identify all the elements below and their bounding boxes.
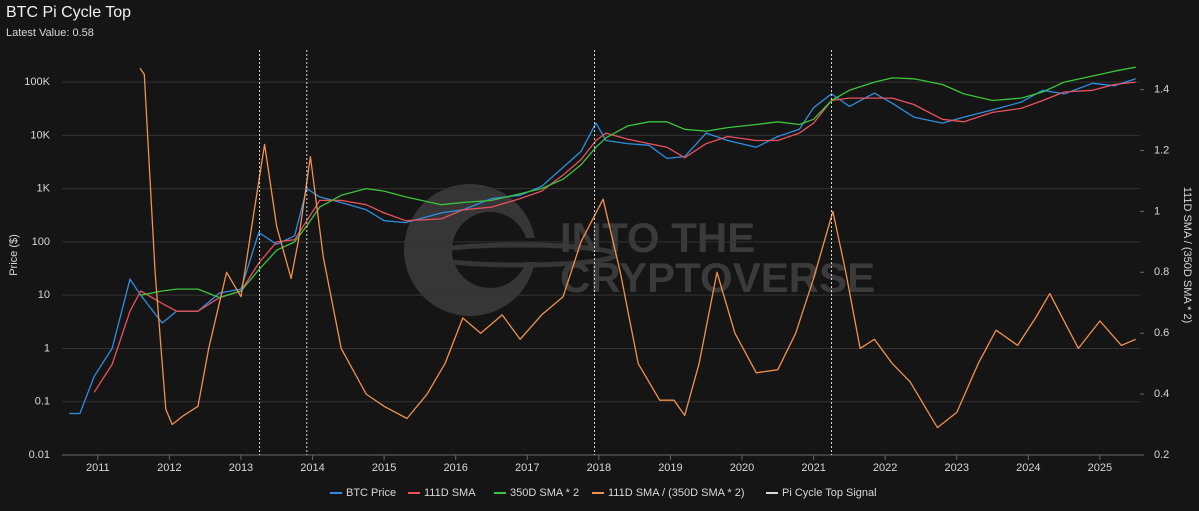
x-tick-label: 2012 xyxy=(157,462,181,474)
y-tick-label: 0.01 xyxy=(29,449,50,461)
legend-label: Pi Cycle Top Signal xyxy=(782,487,877,499)
y2-axis-label: 111D SMA / (350D SMA * 2) xyxy=(1181,187,1193,324)
y2-tick-label: 1.2 xyxy=(1154,144,1169,156)
watermark-text: INTO THE xyxy=(560,214,755,261)
x-tick-label: 2015 xyxy=(372,462,396,474)
x-tick-label: 2013 xyxy=(229,462,253,474)
y2-tick-label: 1 xyxy=(1154,205,1160,217)
legend-label: 111D SMA / (350D SMA * 2) xyxy=(608,487,745,499)
y2-tick-label: 0.2 xyxy=(1154,449,1169,461)
x-tick-label: 2017 xyxy=(515,462,539,474)
legend-item[interactable]: BTC Price xyxy=(330,487,396,499)
y-tick-label: 1 xyxy=(44,342,50,354)
y2-tick-label: 0.4 xyxy=(1154,388,1169,400)
y2-tick-label: 1.4 xyxy=(1154,83,1169,95)
series-line xyxy=(69,78,1136,415)
legend-item[interactable]: 350D SMA * 2 xyxy=(494,487,579,499)
y2-tick-label: 0.6 xyxy=(1154,327,1169,339)
watermark-logo xyxy=(404,184,618,316)
x-tick-label: 2018 xyxy=(587,462,611,474)
legend-label: 350D SMA * 2 xyxy=(510,487,579,499)
x-tick-label: 2025 xyxy=(1088,462,1112,474)
legend-item[interactable]: 111D SMA xyxy=(408,487,476,499)
series-line xyxy=(139,67,1136,429)
y-tick-label: 0.1 xyxy=(35,396,50,408)
legend-label: 111D SMA xyxy=(424,487,476,499)
x-tick-label: 2021 xyxy=(801,462,825,474)
legend-label: BTC Price xyxy=(346,487,396,499)
x-tick-label: 2016 xyxy=(443,462,467,474)
y-tick-label: 10K xyxy=(30,129,50,141)
series-line xyxy=(93,81,1136,393)
chart-title: BTC Pi Cycle Top xyxy=(6,4,131,21)
watermark-text: CRYPTOVERSE xyxy=(560,254,875,301)
x-tick-label: 2020 xyxy=(730,462,754,474)
y2-tick-label: 0.8 xyxy=(1154,266,1169,278)
chart-subtitle: Latest Value: 0.58 xyxy=(6,27,94,39)
x-tick-label: 2014 xyxy=(300,462,324,474)
y-tick-label: 100 xyxy=(32,236,50,248)
legend-item[interactable]: 111D SMA / (350D SMA * 2) xyxy=(592,487,745,499)
y-tick-label: 1K xyxy=(37,183,51,195)
x-tick-label: 2019 xyxy=(658,462,682,474)
y-tick-label: 10 xyxy=(38,289,50,301)
x-tick-label: 2011 xyxy=(86,462,110,474)
series-line xyxy=(140,66,1136,299)
y-axis-label: Price ($) xyxy=(8,234,20,276)
x-tick-label: 2023 xyxy=(945,462,969,474)
legend-item[interactable]: Pi Cycle Top Signal xyxy=(766,487,877,499)
plot-area xyxy=(69,50,1136,455)
y-tick-label: 100K xyxy=(24,76,50,88)
x-tick-label: 2024 xyxy=(1016,462,1040,474)
x-tick-label: 2022 xyxy=(873,462,897,474)
